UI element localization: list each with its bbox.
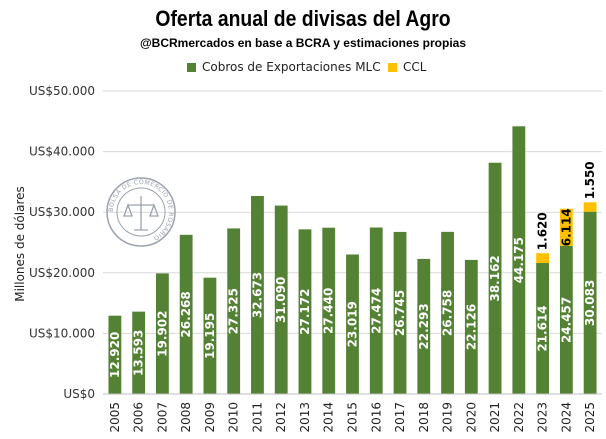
legend-item-ccl: CCL (388, 59, 426, 75)
y-tick-label: US$30.000 (29, 205, 95, 219)
data-label-cobros: 19.195 (203, 313, 217, 359)
bar-cobros (274, 205, 288, 394)
chart-subtitle: @BCRmercados en base a BCRA y estimacion… (139, 36, 467, 50)
x-tick-label: 2023 (536, 402, 550, 433)
data-labels: 12.920 13.593 19.902 26.268 19.195 27.325 32.6… (108, 161, 597, 378)
chart-title: Oferta anual de divisas del Agro (155, 6, 451, 31)
bar-cobros (132, 311, 146, 394)
data-label-cobros: 13.593 (132, 330, 146, 376)
seal-scale-icon (123, 196, 159, 231)
x-tick-label: 2008 (179, 402, 193, 433)
x-tick-label: 2022 (512, 402, 526, 433)
data-label-cobros: 23.019 (346, 301, 360, 347)
legend-label-cobros: Cobros de Exportaciones MLC (202, 60, 381, 74)
x-tick-label: 2020 (464, 402, 478, 433)
legend-swatch-cobros (187, 62, 196, 72)
x-tick-label: 2013 (298, 402, 312, 433)
data-label-cobros: 27.172 (298, 289, 312, 335)
bar-cobros (559, 245, 573, 394)
y-tick-label: US$20.000 (29, 266, 95, 280)
legend-label-ccl: CCL (403, 60, 427, 74)
data-label-cobros: 22.126 (464, 304, 478, 350)
bar-ccl (559, 208, 573, 246)
x-tick-label: 2015 (346, 402, 360, 433)
bar-cobros (441, 231, 454, 394)
data-label-cobros: 44.175 (512, 237, 526, 283)
data-label-cobros: 21.614 (536, 305, 550, 351)
data-label-cobros: 27.440 (322, 288, 336, 334)
x-tick-label: 2006 (132, 402, 146, 433)
bar-cobros (227, 228, 241, 394)
x-tick-label: 2018 (417, 402, 431, 433)
legend-item-cobros: Cobros de Exportaciones MLC (187, 59, 381, 75)
bar-cobros (346, 254, 359, 394)
x-tick-label: 2010 (227, 402, 241, 433)
bar-cobros (464, 259, 478, 394)
data-label-ccl: 1.620 (536, 212, 550, 250)
data-label-ccl: 6.114 (559, 208, 573, 246)
bar-cobros (393, 231, 407, 394)
x-tick-label: 2024 (559, 402, 573, 433)
x-tick-label: 2019 (441, 402, 455, 433)
axes: US$0 US$10.000 US$20.000 US$30.000 US$40.000… (29, 84, 602, 433)
data-label-cobros: 26.268 (179, 291, 193, 337)
x-tick-label: 2014 (322, 402, 336, 433)
bar-cobros (155, 273, 169, 394)
bar-cobros (179, 234, 193, 394)
bar-cobros (488, 162, 502, 394)
x-tick-label: 2021 (488, 402, 502, 433)
data-label-cobros: 24.457 (559, 297, 573, 343)
bar-ccl (583, 202, 597, 212)
bar-cobros (369, 227, 383, 394)
bar-ccl (536, 253, 550, 264)
bar-cobros (322, 227, 336, 394)
data-label-cobros: 30.083 (583, 280, 597, 326)
y-axis-label: Millones de dólares (13, 186, 27, 302)
bar-cobros (251, 196, 264, 394)
bar-cobros (203, 277, 217, 394)
bar-cobros (536, 263, 550, 394)
bar-cobros (583, 211, 597, 394)
data-label-cobros: 38.162 (488, 255, 502, 301)
x-tick-label: 2005 (108, 402, 122, 433)
seal-inner-ring (116, 187, 166, 237)
data-label-ccl: 1.550 (583, 161, 597, 199)
x-tick-label: 2017 (393, 402, 407, 433)
bar-cobros (108, 315, 122, 394)
data-label-cobros: 32.673 (250, 272, 264, 318)
x-tick-label: 2012 (274, 402, 288, 433)
x-tick-label: 2016 (369, 402, 383, 433)
bar-cobros (512, 126, 526, 394)
bar-cobros (298, 229, 312, 394)
x-tick-label: 2009 (203, 402, 217, 433)
data-label-cobros: 27.474 (369, 288, 383, 334)
y-tick-label: US$10.000 (29, 326, 95, 340)
data-label-cobros: 27.325 (227, 288, 241, 334)
data-label-cobros: 22.293 (417, 303, 431, 349)
legend-swatch-ccl (388, 62, 397, 72)
watermark: BOLSA DE COMERCIO DE ROSARIO (106, 177, 176, 247)
x-tick-label: 2025 (583, 402, 597, 433)
x-tick-label: 2011 (250, 402, 264, 433)
y-tick-label: US$40.000 (29, 145, 95, 159)
data-label-cobros: 26.758 (441, 290, 455, 336)
data-label-cobros: 26.745 (393, 290, 407, 336)
x-tick-label: 2007 (155, 402, 169, 433)
bar-cobros (417, 258, 431, 394)
data-label-cobros: 31.090 (274, 277, 288, 323)
bars (108, 126, 597, 394)
data-label-cobros: 19.902 (155, 311, 169, 357)
data-label-cobros: 12.920 (108, 332, 122, 378)
y-tick-label: US$0 (63, 387, 95, 401)
y-tick-label: US$50.000 (29, 84, 95, 98)
seal-outer-ring (106, 177, 176, 247)
